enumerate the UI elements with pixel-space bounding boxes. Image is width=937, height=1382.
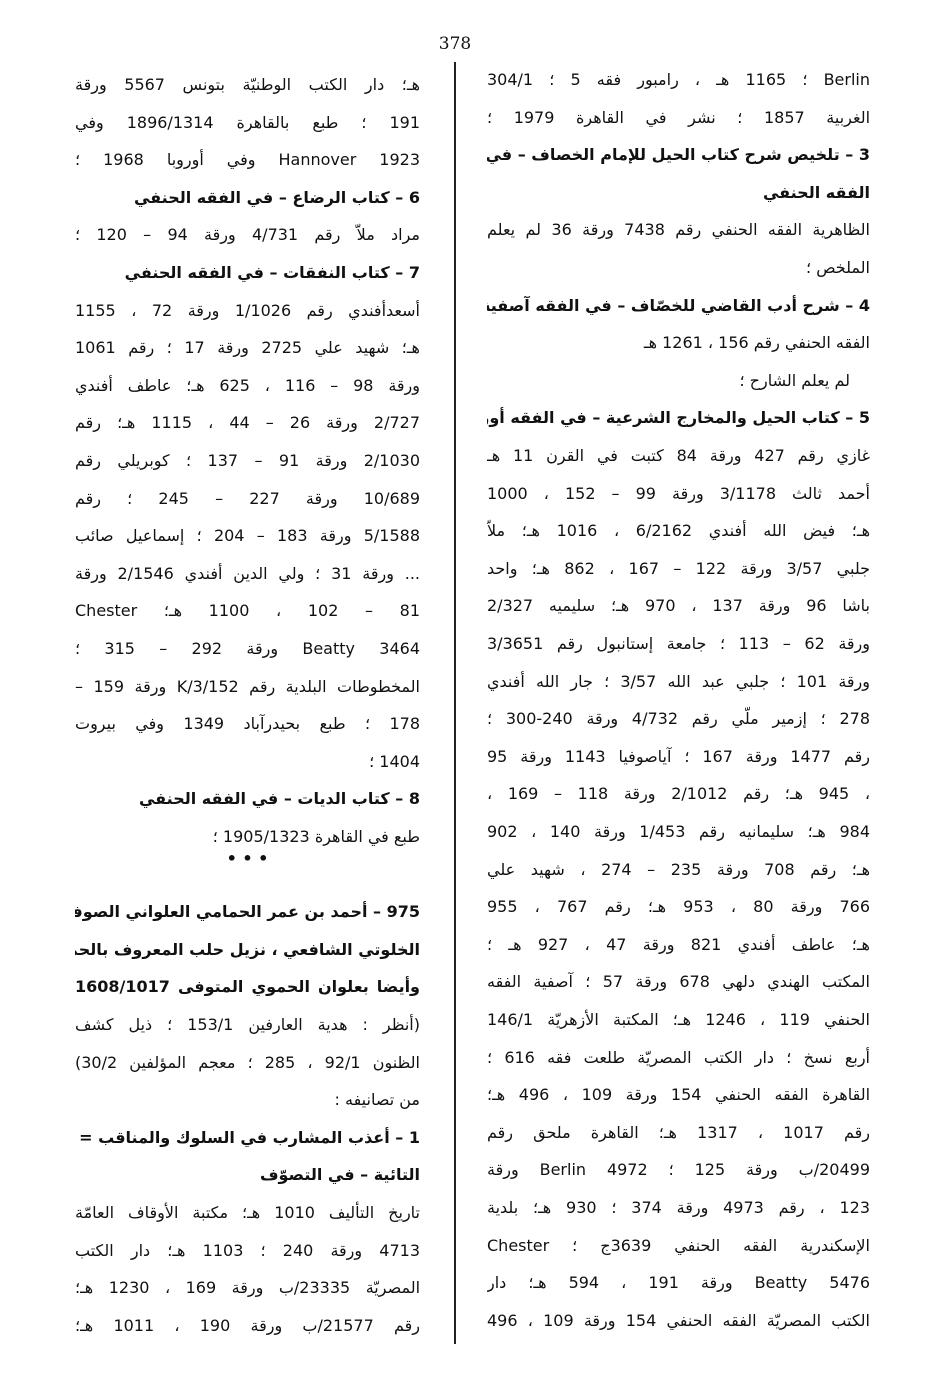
column-divider <box>454 62 456 1344</box>
text-line: 278 ؛ إزمير ملّي رقم 4/732 ورقة 240-300 … <box>487 709 870 729</box>
text-line: ... ورقة 31 ؛ ولي الدين أفندي 2/1546 ورق… <box>75 563 420 583</box>
text-line: Beatty 3464 ورقة 292 – 315 ؛ <box>75 639 420 658</box>
text-line: 123 ، رقم 4973 ورقة 374 ؛ 930 هـ؛ بلدية <box>487 1198 870 1217</box>
text-line: أحمد ثالث 3/1178 ورقة 99 – 152 ، 1000 <box>487 483 870 503</box>
text-line: الغربية 1857 ؛ نشر في القاهرة 1979 ؛ <box>487 107 870 127</box>
text-line: باشا 96 ورقة 137 ، 970 هـ؛ سليميه 2/327 <box>487 596 870 616</box>
text-line: هـ؛ فيض الله أفندي 6/2162 ، 1016 هـ؛ ملا… <box>487 521 870 541</box>
text-line: 5/1588 ورقة 183 – 204 ؛ إسماعيل صائب <box>75 526 420 546</box>
text-line: الإسكندرية الفقه الحنفي 3639ج ؛ Chester <box>487 1235 870 1255</box>
text-line: 20499/ب ورقة 125 ؛ Berlin 4972 ورقة <box>487 1160 870 1180</box>
text-line: 984 هـ؛ سليمانيه رقم 1/453 ورقة 140 ، 90… <box>487 822 870 841</box>
text-line: 975 – أحمد بن عمر الحمامي العلواني الصوف… <box>75 902 420 922</box>
text-line: أربع نسخ ؛ دار الكتب المصريّة طلعت فقه 6… <box>487 1047 870 1067</box>
text-line: الظاهرية الفقه الحنفي رقم 7438 ورقة 36 ل… <box>487 220 870 240</box>
text-line: رقم 1017 ، 1317 هـ؛ القاهرة ملحق رقم <box>487 1122 870 1142</box>
text-line: الملخص ؛ <box>806 258 870 277</box>
text-line: هـ؛ رقم 708 ورقة 235 – 274 ، شهيد علي <box>487 859 870 879</box>
text-line: 3 – تلخيص شرح كتاب الحيل للإمام الخصاف –… <box>487 145 870 165</box>
page-number: 378 <box>438 34 472 54</box>
text-line: الحنفي 119 ، 1246 هـ؛ المكتبة الأزهريّة … <box>487 1010 870 1029</box>
text-line: 8 – كتاب الديات – في الفقه الحنفي <box>138 789 420 809</box>
text-line: Berlin ؛ 1165 هـ ، رامبور فقه 5 ؛ 304/1 <box>487 70 870 89</box>
text-line: ورقة 98 – 116 ، 625 هـ؛ عاطف أفندي <box>75 375 420 395</box>
text-line: الفقه الحنفي <box>762 182 870 202</box>
text-line: غازي رقم 427 ورقة 84 كتبت في القرن 11 هـ <box>487 446 870 465</box>
text-line: الفقه الحنفي رقم 156 ، 1261 هـ <box>643 333 870 353</box>
text-line: طبع في القاهرة 1905/1323 ؛ <box>212 827 420 846</box>
text-line: القاهرة الفقه الحنفي 154 ورقة 109 ، 496 … <box>487 1085 870 1105</box>
text-line: المصريّة 23335/ب ورقة 169 ، 1230 هـ؛ <box>75 1278 420 1298</box>
text-line: 4 – شرح أدب القاضي للخصّاف – في الفقه آص… <box>487 295 870 315</box>
text-line: هـ؛ شهيد علي 2725 ورقة 17 ؛ رقم 1061 <box>75 338 420 358</box>
text-line: Beatty 5476 ورقة 191 ، 594 هـ؛ دار <box>487 1273 870 1293</box>
text-line: 191 ؛ طبع بالقاهرة 1896/1314 وفي <box>75 112 420 132</box>
text-line: 2/1030 ورقة 91 – 137 ؛ كوبريلي رقم <box>75 451 420 470</box>
text-line: من تصانيفه : <box>334 1090 420 1110</box>
text-line: وأيضا بعلوان الحموي المتوفى 1608/1017 <box>75 977 420 997</box>
text-line: 1404 ؛ <box>369 751 420 771</box>
text-line: 10/689 ورقة 227 – 245 ؛ رقم <box>75 488 420 508</box>
text-line: ورقة 101 ؛ جلبي عبد الله 3/57 ؛ جار الله… <box>487 671 870 691</box>
text-line: هـ؛ دار الكتب الوطنيّة بتونس 5567 ورقة <box>75 75 420 94</box>
text-line: رقم 21577/ب ورقة 190 ، 1011 هـ؛ <box>75 1315 420 1335</box>
text-line: 2/727 ورقة 26 – 44 ، 1115 هـ؛ رقم <box>75 413 420 433</box>
text-line: 81 – 102 ، 1100 هـ؛ Chester <box>75 601 420 621</box>
text-line: أسعدأفندي رقم 1/1026 ورقة 72 ، 1155 <box>75 300 420 320</box>
text-line: التائية – في التصوّف <box>259 1165 420 1185</box>
text-line: ، 945 هـ؛ رقم 2/1012 ورقة 118 – 169 ، <box>487 784 870 804</box>
text-line: 1 – أعذب المشارب في السلوك والمناقب = شر… <box>75 1127 420 1147</box>
text-line: الكتب المصريّة الفقه الحنفي 154 ورقة 109… <box>487 1310 870 1330</box>
text-line: تاريخ التأليف 1010 هـ؛ مكتبة الأوقاف الع… <box>75 1203 420 1222</box>
text-line: Hannover 1923 وفي أوروبا 1968 ؛ <box>75 150 420 170</box>
text-line: المكتب الهندي دلهي 678 ورقة 57 ؛ آصفية ا… <box>487 972 870 992</box>
text-line: مراد ملاّ رقم 4/731 ورقة 94 – 120 ؛ <box>75 225 420 245</box>
text-line: (أنظر : هدية العارفين 153/1 ؛ ذيل كشف <box>75 1015 420 1034</box>
text-line: الخلوتي الشافعي ، نزيل حلب المعروف بالحم… <box>75 939 420 959</box>
text-line: 766 ورقة 80 ، 953 هـ؛ رقم 767 ، 955 <box>487 897 870 917</box>
text-line: 7 – كتاب النفقات – في الفقه الحنفي <box>124 263 420 282</box>
text-line: 4713 ورقة 240 ؛ 1103 هـ؛ دار الكتب <box>75 1240 420 1260</box>
text-line: ورقة 62 – 113 ؛ جامعة إستانبول رقم 3/365… <box>487 634 870 653</box>
text-line: • • • <box>226 848 269 868</box>
text-line: هـ؛ عاطف أفندي 821 ورقة 47 ، 927 هـ ؛ <box>487 934 870 954</box>
text-line: 5 – كتاب الحيل والمخارج الشرعية – في الف… <box>487 408 870 428</box>
text-line: المخطوطات البلدية رقم 3/152/K ورقة 159 – <box>75 676 420 696</box>
text-line: 6 – كتاب الرضاع – في الفقه الحنفي <box>133 187 420 207</box>
text-line: جلبي 3/57 ورقة 122 – 167 ، 862 هـ؛ واحد <box>487 558 870 578</box>
text-line: لم يعلم الشارح ؛ <box>739 370 850 390</box>
text-line: رقم 1477 ورقة 167 ؛ آياصوفيا 1143 ورقة 9… <box>487 746 870 766</box>
text-line: 178 ؛ طبع بحيدرآباد 1349 وفي بيروت <box>75 714 420 734</box>
text-line: الظنون 92/1 ، 285 ؛ معجم المؤلفين 30/2) <box>75 1052 420 1072</box>
